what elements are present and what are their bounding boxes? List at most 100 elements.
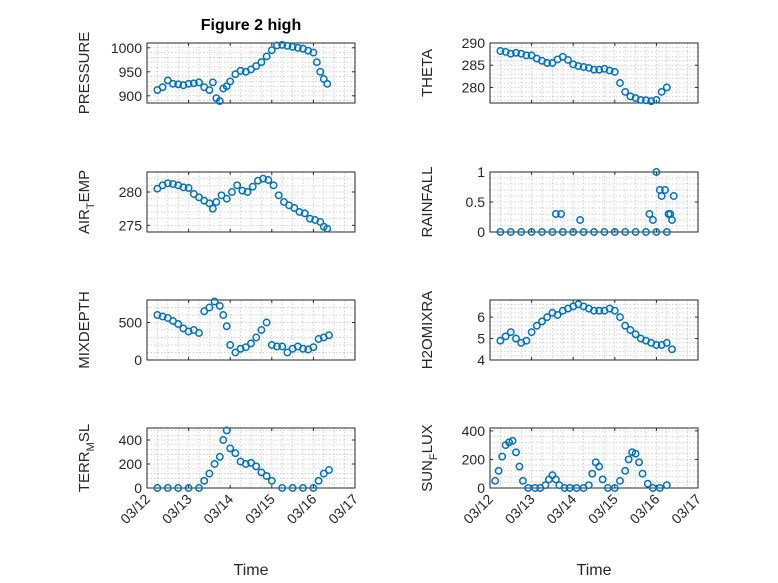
y-axis-label: PRESSURE bbox=[76, 32, 93, 115]
y-tick-label: 4 bbox=[477, 352, 485, 368]
y-axis-label-part: RAINFALL bbox=[419, 167, 436, 238]
data-point bbox=[153, 484, 162, 492]
data-point bbox=[600, 228, 609, 236]
data-point bbox=[506, 49, 515, 58]
data-point bbox=[616, 79, 624, 87]
data-point bbox=[215, 302, 224, 310]
data-point bbox=[648, 216, 657, 224]
figure-title: Figure 2 high bbox=[201, 17, 301, 34]
data-point bbox=[662, 83, 671, 92]
data-point bbox=[189, 79, 198, 88]
y-tick-label: 0 bbox=[477, 480, 485, 496]
data-point bbox=[222, 322, 231, 331]
data-point bbox=[590, 65, 598, 74]
data-point bbox=[293, 43, 302, 52]
y-tick-label: 950 bbox=[119, 64, 143, 80]
data-point bbox=[496, 336, 505, 345]
data-point bbox=[662, 228, 671, 236]
data-point bbox=[543, 59, 552, 67]
axes-frame bbox=[489, 427, 699, 489]
data-point bbox=[179, 183, 188, 192]
data-point bbox=[205, 469, 214, 478]
x-tick-label: 03/15 bbox=[242, 491, 278, 527]
data-point bbox=[551, 475, 560, 484]
data-point bbox=[491, 476, 500, 485]
y-axis-label-part: EMP bbox=[76, 170, 93, 203]
data-point bbox=[595, 65, 604, 74]
y-tick-label: 280 bbox=[462, 79, 486, 95]
data-point bbox=[299, 344, 307, 353]
data-point bbox=[278, 484, 287, 492]
data-point bbox=[300, 209, 309, 218]
data-point bbox=[538, 228, 546, 236]
y-axis-label: SUNFLUX bbox=[419, 424, 440, 492]
data-point bbox=[314, 476, 323, 485]
data-point bbox=[267, 476, 276, 485]
data-point bbox=[305, 214, 314, 223]
data-point bbox=[621, 87, 630, 96]
data-point bbox=[309, 484, 318, 492]
data-point bbox=[621, 466, 630, 475]
data-point bbox=[668, 216, 676, 224]
data-point bbox=[610, 228, 619, 236]
data-point bbox=[200, 476, 209, 485]
data-point bbox=[264, 176, 273, 184]
data-point bbox=[655, 484, 664, 492]
y-axis-label: MIXDEPTH bbox=[76, 291, 93, 369]
data-point bbox=[661, 186, 670, 194]
data-point bbox=[269, 181, 278, 190]
data-point bbox=[647, 97, 656, 106]
x-tick-label: 03/15 bbox=[585, 491, 621, 527]
data-point bbox=[288, 484, 297, 492]
y-axis-label-part: MIXDEPTH bbox=[76, 291, 93, 369]
data-point bbox=[517, 228, 526, 236]
data-point bbox=[267, 341, 276, 349]
data-point bbox=[210, 460, 219, 468]
y-tick-label: 290 bbox=[462, 35, 486, 51]
data-point bbox=[657, 192, 666, 200]
data-point bbox=[195, 78, 203, 87]
data-point bbox=[247, 339, 255, 348]
data-point bbox=[163, 179, 172, 188]
x-tick-label: 03/12 bbox=[460, 491, 496, 527]
y-tick-label: 275 bbox=[119, 217, 143, 233]
data-point bbox=[553, 311, 562, 319]
y-tick-label: 900 bbox=[119, 88, 143, 104]
data-point bbox=[557, 210, 566, 218]
data-point bbox=[610, 306, 619, 315]
x-tick-label: 03/17 bbox=[325, 491, 361, 527]
data-point bbox=[231, 348, 240, 357]
data-point bbox=[579, 228, 588, 236]
data-point bbox=[531, 484, 540, 492]
data-point bbox=[174, 320, 183, 328]
data-point bbox=[610, 67, 619, 76]
data-point bbox=[248, 182, 257, 191]
data-point bbox=[226, 341, 235, 349]
data-point bbox=[631, 330, 640, 339]
data-point bbox=[163, 484, 172, 492]
subplot-air-temp: 275 280 AIRTEMP bbox=[76, 170, 356, 234]
data-point bbox=[652, 168, 661, 176]
data-point bbox=[325, 466, 333, 474]
data-point bbox=[231, 449, 240, 458]
data-point bbox=[669, 192, 678, 200]
data-point bbox=[527, 228, 536, 236]
data-point bbox=[267, 46, 276, 55]
y-axis-label-part: AIR bbox=[76, 209, 93, 234]
data-point bbox=[652, 341, 661, 349]
data-point bbox=[590, 306, 598, 315]
data-point bbox=[278, 342, 287, 351]
data-point bbox=[309, 48, 318, 57]
data-point bbox=[210, 297, 219, 306]
axes-background bbox=[146, 299, 356, 361]
y-axis-label-part: SUN bbox=[419, 460, 436, 492]
x-axis-label-left: Time bbox=[234, 562, 269, 579]
data-point bbox=[257, 58, 266, 67]
subplot-rainfall: 0 0.5 1 RAINFALL bbox=[419, 164, 699, 240]
data-point bbox=[496, 228, 505, 236]
data-point bbox=[184, 484, 193, 492]
data-point bbox=[222, 194, 231, 203]
subplot-sun-flux: 0 200 400 SUNFLUX 03/12 03/13 03/14 03/15 03/16 0… bbox=[419, 423, 704, 527]
axes-background bbox=[146, 427, 356, 489]
